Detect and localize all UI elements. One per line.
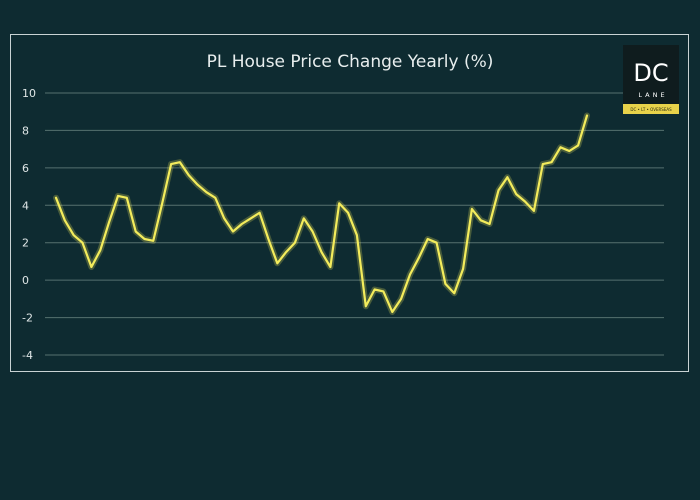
y-tick-label: 8: [22, 124, 29, 137]
y-tick-label: 4: [22, 199, 29, 212]
logo-main-text: DC: [633, 59, 668, 87]
y-tick-label: 2: [22, 237, 29, 250]
y-tick-label: 0: [22, 274, 29, 287]
y-tick-label: 6: [22, 162, 29, 175]
series-line-glow: [53, 112, 590, 315]
chart-frame: [10, 34, 689, 372]
y-tick-labels: 10 8 6 4 2 0 -2 -4: [22, 87, 36, 362]
brand-logo: DC LANE DC • LT • OVERSEAS: [623, 45, 679, 114]
series-group: [53, 112, 590, 315]
y-tick-label: -4: [22, 349, 33, 362]
series-line: [54, 114, 589, 314]
logo-tagline: DC • LT • OVERSEAS: [630, 107, 672, 112]
logo-sub-text: LANE: [638, 91, 667, 99]
logo-tag-bar: [623, 104, 679, 114]
gridlines: [45, 92, 664, 356]
y-tick-label: -2: [22, 312, 33, 325]
logo-background: [623, 45, 679, 114]
chart-title: PL House Price Change Yearly (%): [207, 52, 494, 72]
y-tick-label: 10: [22, 87, 36, 100]
